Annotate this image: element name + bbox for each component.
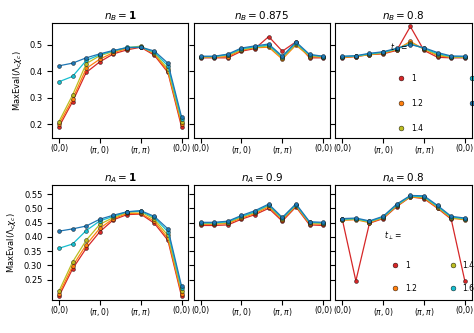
Text: 1.6: 1.6 — [462, 284, 474, 293]
Text: 1.4: 1.4 — [412, 124, 424, 133]
Text: 1.2: 1.2 — [405, 284, 417, 293]
Title: $n_B=0.875$: $n_B=0.875$ — [234, 10, 290, 23]
Title: $n_B=\mathbf{1}$: $n_B=\mathbf{1}$ — [104, 10, 137, 23]
Text: $t_\perp=$: $t_\perp=$ — [384, 229, 402, 242]
Y-axis label: MaxEval($\Lambda_c\chi_c$): MaxEval($\Lambda_c\chi_c$) — [10, 50, 24, 111]
Text: 1: 1 — [405, 261, 410, 270]
Text: 1.2: 1.2 — [412, 99, 424, 108]
Y-axis label: MaxEval($\Lambda_c\chi_c$): MaxEval($\Lambda_c\chi_c$) — [5, 212, 18, 273]
Text: 1: 1 — [412, 74, 417, 83]
Text: $t_\perp=$: $t_\perp=$ — [390, 42, 408, 54]
Title: $n_A=0.8$: $n_A=0.8$ — [383, 172, 425, 185]
Title: $n_B=0.8$: $n_B=0.8$ — [383, 10, 425, 23]
Title: $n_A=0.9$: $n_A=0.9$ — [241, 172, 283, 185]
Title: $n_A=\mathbf{1}$: $n_A=\mathbf{1}$ — [104, 172, 137, 185]
Text: 1.4: 1.4 — [462, 261, 474, 270]
